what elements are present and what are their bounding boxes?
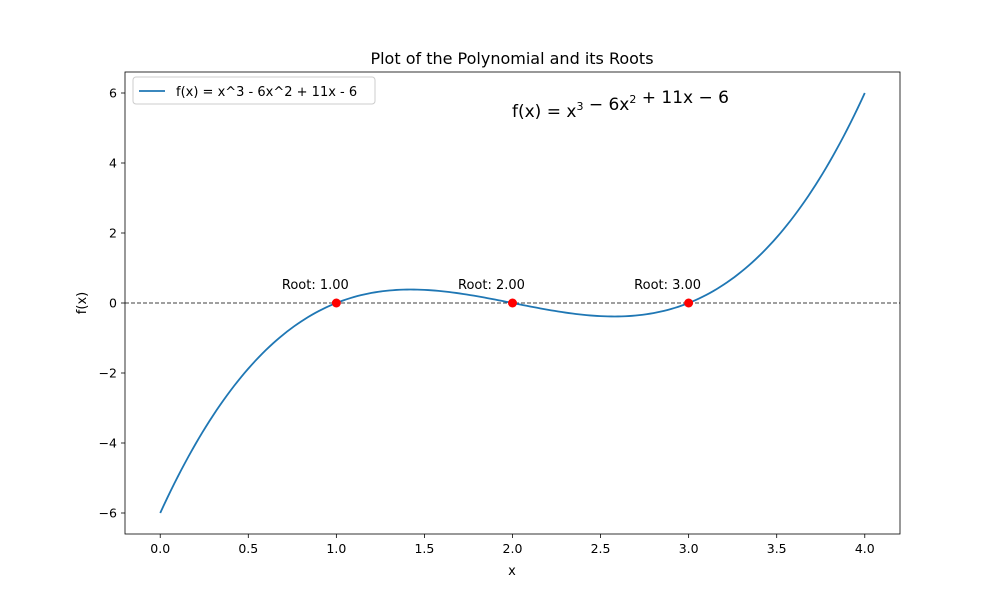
y-axis-label: f(x) [75,292,90,314]
x-tick-label: 4.0 [855,541,875,556]
formula-text: f(x) = x [512,102,576,122]
legend: f(x) = x^3 - 6x^2 + 11x - 6 [132,76,376,105]
x-tick-label: 1.5 [414,541,434,556]
chart-title: Plot of the Polynomial and its Roots [370,49,653,68]
root-marker [331,298,341,308]
y-tick-label: 2 [109,226,117,241]
root-label: Root: 1.00 [282,278,349,293]
legend-box [132,76,376,105]
root-markers: Root: 1.00 Root: 2.00 Root: 3.00 [282,278,701,308]
root-label: Root: 3.00 [634,278,701,293]
x-tick-label: 3.5 [767,541,787,556]
y-tick-label: −2 [99,366,117,381]
legend-label: f(x) = x^3 - 6x^2 + 11x - 6 [176,85,357,100]
formula-superscript: 2 [629,93,636,106]
x-tick-label: 0.5 [238,541,258,556]
y-tick-label: 4 [109,156,117,171]
formula-text: − 6x [583,95,629,115]
x-tick-label: 0.0 [150,541,170,556]
root-marker [684,298,694,308]
y-tick-label: 0 [109,296,117,311]
x-axis: 0.0 0.5 1.0 1.5 2.0 2.5 3.0 3.5 4.0 [150,534,875,556]
y-tick-label: −6 [99,506,117,521]
root-label: Root: 2.00 [458,278,525,293]
formula-text: + 11x − 6 [636,88,729,108]
root-marker [508,298,517,308]
x-tick-label: 3.0 [679,541,699,556]
formula-annotation: f(x) = x3 − 6x2 + 11x − 6 [512,88,729,122]
y-axis: −6 −4 −2 0 2 4 6 [99,86,125,521]
y-tick-label: 6 [109,86,117,101]
x-tick-label: 1.0 [326,541,346,556]
x-tick-label: 2.0 [503,541,523,556]
formula-superscript: 3 [576,100,583,113]
x-axis-label: x [508,564,516,579]
y-tick-label: −4 [99,436,117,451]
x-tick-label: 2.5 [591,541,611,556]
